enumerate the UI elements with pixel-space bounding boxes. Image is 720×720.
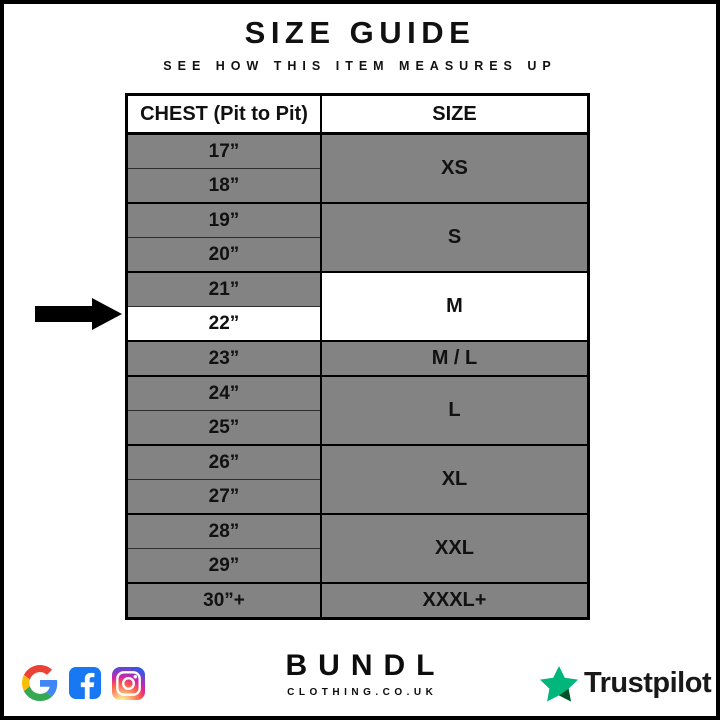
chest-cell: 26” <box>126 444 322 480</box>
table-row: 21” M <box>126 271 589 341</box>
chest-cell: 29” <box>126 548 322 583</box>
table-row: 27” <box>126 479 589 514</box>
instagram-icon[interactable] <box>112 666 145 700</box>
size-cell: L <box>321 375 589 445</box>
page-subtitle: SEE HOW THIS ITEM MEASURES UP <box>163 59 557 73</box>
chest-cell: 19” <box>126 202 322 238</box>
table-header-row: CHEST (Pit to Pit) SIZE <box>126 94 589 135</box>
size-cell: M / L <box>321 340 589 376</box>
page-title: SIZE GUIDE <box>244 15 476 50</box>
chest-cell-highlighted: 22” <box>126 306 322 341</box>
chest-cell: 25” <box>126 410 322 445</box>
size-table-wrap: CHEST (Pit to Pit) SIZE 17” XS 18” 19” S… <box>125 93 590 620</box>
chest-cell: 27” <box>126 479 322 514</box>
brand-domain: CLOTHING.CO.UK <box>287 687 438 698</box>
table-row-highlighted: 22” <box>126 306 589 341</box>
size-cell-highlighted: M <box>321 271 589 341</box>
table-row: 17” XS <box>126 132 589 203</box>
arrow-head <box>92 298 122 330</box>
size-guide-table: CHEST (Pit to Pit) SIZE 17” XS 18” 19” S… <box>125 93 590 620</box>
size-cell: XL <box>321 444 589 514</box>
social-logos <box>22 663 145 703</box>
size-cell: XXL <box>321 513 589 583</box>
row-pointer-arrow <box>35 298 122 330</box>
size-column-header: SIZE <box>321 94 589 135</box>
table-row: 18” <box>126 168 589 203</box>
arrow-body <box>35 306 92 322</box>
table-row: 23” M / L <box>126 340 589 376</box>
table-row: 29” <box>126 548 589 583</box>
chest-cell: 24” <box>126 375 322 411</box>
table-row: 28” XXL <box>126 513 589 583</box>
brand-name: BUNDL <box>285 649 446 682</box>
trustpilot-label: Trustpilot <box>584 666 712 699</box>
chest-column-header: CHEST (Pit to Pit) <box>126 94 322 135</box>
table-row: 30”+ XXXL+ <box>126 582 589 619</box>
google-icon[interactable] <box>22 665 58 701</box>
brand-logo: BUNDL CLOTHING.CO.UK <box>4 649 716 698</box>
chest-cell: 18” <box>126 168 322 203</box>
size-cell: S <box>321 202 589 272</box>
size-cell: XXXL+ <box>321 582 589 619</box>
chest-cell: 23” <box>126 340 322 376</box>
chest-cell: 21” <box>126 271 322 307</box>
table-row: 20” <box>126 237 589 272</box>
trustpilot-logo[interactable]: Trustpilot <box>540 663 712 703</box>
facebook-icon[interactable] <box>69 667 101 699</box>
table-row: 19” S <box>126 202 589 272</box>
table-row: 26” XL <box>126 444 589 514</box>
chest-cell: 20” <box>126 237 322 272</box>
chest-cell: 17” <box>126 132 322 169</box>
table-row: 25” <box>126 410 589 445</box>
size-cell: XS <box>321 132 589 203</box>
trustpilot-star-icon <box>540 665 578 702</box>
chest-cell: 30”+ <box>126 582 322 619</box>
table-row: 24” L <box>126 375 589 445</box>
chest-cell: 28” <box>126 513 322 549</box>
